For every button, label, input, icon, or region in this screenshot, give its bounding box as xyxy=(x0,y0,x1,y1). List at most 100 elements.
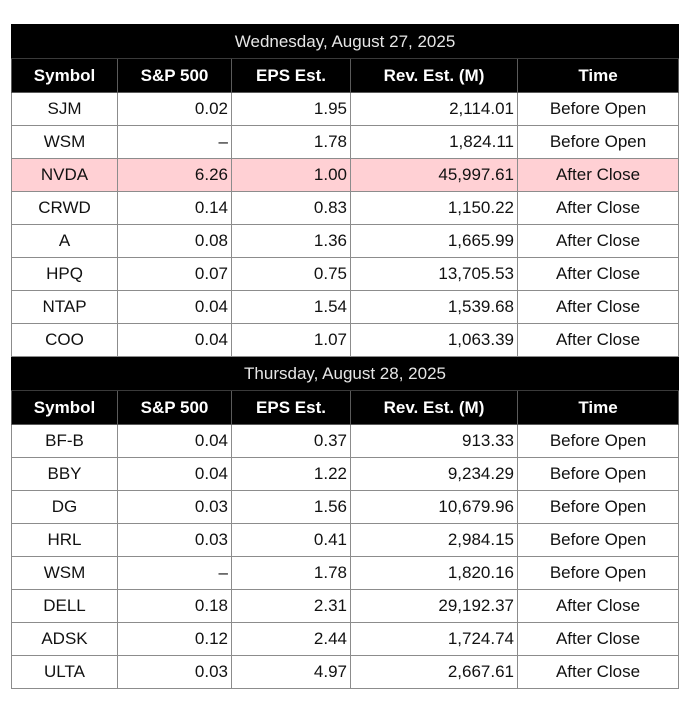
sp500-weight-cell: 0.04 xyxy=(117,424,232,458)
sp500-weight-cell: 0.14 xyxy=(117,191,232,225)
sp500-weight-cell: 0.04 xyxy=(117,457,232,491)
table-row: WSM –1.78 1,824.11 Before Open xyxy=(11,125,680,159)
report-time-cell: After Close xyxy=(516,622,680,656)
earnings-table-body: Wednesday, August 27, 2025 Symbol S&P 500 E… xyxy=(10,24,680,689)
sp500-weight-cell: 0.03 xyxy=(117,490,232,524)
eps-estimate-cell: 1.22 xyxy=(231,457,351,491)
table-row: HPQ 0.07 0.75 13,705.53 After Close xyxy=(11,257,680,291)
time-header: Time xyxy=(516,390,680,425)
report-time-cell: Before Open xyxy=(516,125,680,159)
eps-header: EPS Est. xyxy=(231,58,351,93)
revenue-header: Rev. Est. (M) xyxy=(350,58,518,93)
revenue-estimate-cell: 913.33 xyxy=(350,424,518,458)
table-row: NVDA 6.26 1.00 45,997.61 After Close xyxy=(11,158,680,192)
symbol-cell: NVDA xyxy=(11,158,118,192)
eps-estimate-cell: 1.00 xyxy=(231,158,351,192)
symbol-cell: BBY xyxy=(11,457,118,491)
sp500-weight-cell: 0.03 xyxy=(117,523,232,557)
symbol-cell: DG xyxy=(11,490,118,524)
revenue-estimate-cell: 1,724.74 xyxy=(350,622,518,656)
eps-estimate-cell: 1.54 xyxy=(231,290,351,324)
revenue-estimate-cell: 9,234.29 xyxy=(350,457,518,491)
symbol-cell: ADSK xyxy=(11,622,118,656)
report-time-cell: After Close xyxy=(516,655,680,689)
symbol-cell: A xyxy=(11,224,118,258)
sp500-header: S&P 500 xyxy=(117,390,232,425)
eps-header: EPS Est. xyxy=(231,390,351,425)
symbol-cell: CRWD xyxy=(11,191,118,225)
revenue-header: Rev. Est. (M) xyxy=(350,390,518,425)
revenue-estimate-cell: 1,824.11 xyxy=(350,125,518,159)
report-time-cell: After Close xyxy=(516,589,680,623)
sp500-weight-cell: – xyxy=(117,125,232,159)
earnings-table: Wednesday, August 27, 2025 Symbol S&P 500 E… xyxy=(10,24,680,689)
eps-estimate-cell: 0.83 xyxy=(231,191,351,225)
eps-estimate-cell: 1.95 xyxy=(231,92,351,126)
sp500-weight-cell: 6.26 xyxy=(117,158,232,192)
sp500-header: S&P 500 xyxy=(117,58,232,93)
revenue-estimate-cell: 1,063.39 xyxy=(350,323,518,357)
symbol-cell: COO xyxy=(11,323,118,357)
eps-estimate-cell: 2.31 xyxy=(231,589,351,623)
table-row: ADSK 0.12 2.44 1,724.74 After Close xyxy=(11,622,680,656)
sp500-weight-cell: 0.04 xyxy=(117,290,232,324)
table-row: COO 0.04 1.07 1,063.39 After Close xyxy=(11,323,680,357)
report-time-cell: After Close xyxy=(516,290,680,324)
table-row: DG 0.03 1.56 10,679.96 Before Open xyxy=(11,490,680,524)
sp500-weight-cell: 0.08 xyxy=(117,224,232,258)
revenue-estimate-cell: 1,150.22 xyxy=(350,191,518,225)
sp500-weight-cell: 0.03 xyxy=(117,655,232,689)
sp500-weight-cell: – xyxy=(117,556,232,590)
day-header-row: Wednesday, August 27, 2025 xyxy=(10,24,680,59)
table-row: BBY 0.04 1.22 9,234.29 Before Open xyxy=(11,457,680,491)
report-time-cell: Before Open xyxy=(516,424,680,458)
revenue-estimate-cell: 1,539.68 xyxy=(350,290,518,324)
symbol-cell: WSM xyxy=(11,556,118,590)
revenue-estimate-cell: 1,665.99 xyxy=(350,224,518,258)
symbol-cell: ULTA xyxy=(11,655,118,689)
sp500-weight-cell: 0.18 xyxy=(117,589,232,623)
report-time-cell: After Close xyxy=(516,158,680,192)
symbol-cell: BF-B xyxy=(11,424,118,458)
report-time-cell: Before Open xyxy=(516,490,680,524)
earnings-calendar: Wednesday, August 27, 2025 Symbol S&P 500 E… xyxy=(10,24,680,689)
day-header-row: Thursday, August 28, 2025 xyxy=(10,356,680,391)
symbol-cell: HPQ xyxy=(11,257,118,291)
report-time-cell: After Close xyxy=(516,323,680,357)
symbol-cell: HRL xyxy=(11,523,118,557)
eps-estimate-cell: 1.78 xyxy=(231,556,351,590)
sp500-weight-cell: 0.12 xyxy=(117,622,232,656)
table-row: DELL 0.18 2.31 29,192.37 After Close xyxy=(11,589,680,623)
revenue-estimate-cell: 2,984.15 xyxy=(350,523,518,557)
symbol-cell: SJM xyxy=(11,92,118,126)
table-row: WSM –1.78 1,820.16 Before Open xyxy=(11,556,680,590)
report-time-cell: After Close xyxy=(516,257,680,291)
revenue-estimate-cell: 2,114.01 xyxy=(350,92,518,126)
eps-estimate-cell: 4.97 xyxy=(231,655,351,689)
report-time-cell: Before Open xyxy=(516,92,680,126)
revenue-estimate-cell: 29,192.37 xyxy=(350,589,518,623)
revenue-estimate-cell: 10,679.96 xyxy=(350,490,518,524)
revenue-estimate-cell: 13,705.53 xyxy=(350,257,518,291)
table-row: CRWD 0.14 0.83 1,150.22 After Close xyxy=(11,191,680,225)
eps-estimate-cell: 2.44 xyxy=(231,622,351,656)
table-row: A 0.08 1.36 1,665.99 After Close xyxy=(11,224,680,258)
eps-estimate-cell: 0.41 xyxy=(231,523,351,557)
symbol-cell: DELL xyxy=(11,589,118,623)
revenue-estimate-cell: 45,997.61 xyxy=(350,158,518,192)
column-header-row: Symbol S&P 500 EPS Est. Rev. Est. (M) Time xyxy=(11,58,680,93)
eps-estimate-cell: 0.75 xyxy=(231,257,351,291)
symbol-header: Symbol xyxy=(11,390,118,425)
table-row: SJM 0.02 1.95 2,114.01 Before Open xyxy=(11,92,680,126)
report-time-cell: Before Open xyxy=(516,523,680,557)
day-date: Wednesday, August 27, 2025 xyxy=(10,24,680,59)
symbol-cell: NTAP xyxy=(11,290,118,324)
day-date: Thursday, August 28, 2025 xyxy=(10,356,680,391)
report-time-cell: Before Open xyxy=(516,457,680,491)
symbol-cell: WSM xyxy=(11,125,118,159)
eps-estimate-cell: 1.07 xyxy=(231,323,351,357)
revenue-estimate-cell: 1,820.16 xyxy=(350,556,518,590)
symbol-header: Symbol xyxy=(11,58,118,93)
table-row: ULTA 0.03 4.97 2,667.61 After Close xyxy=(11,655,680,689)
report-time-cell: After Close xyxy=(516,191,680,225)
